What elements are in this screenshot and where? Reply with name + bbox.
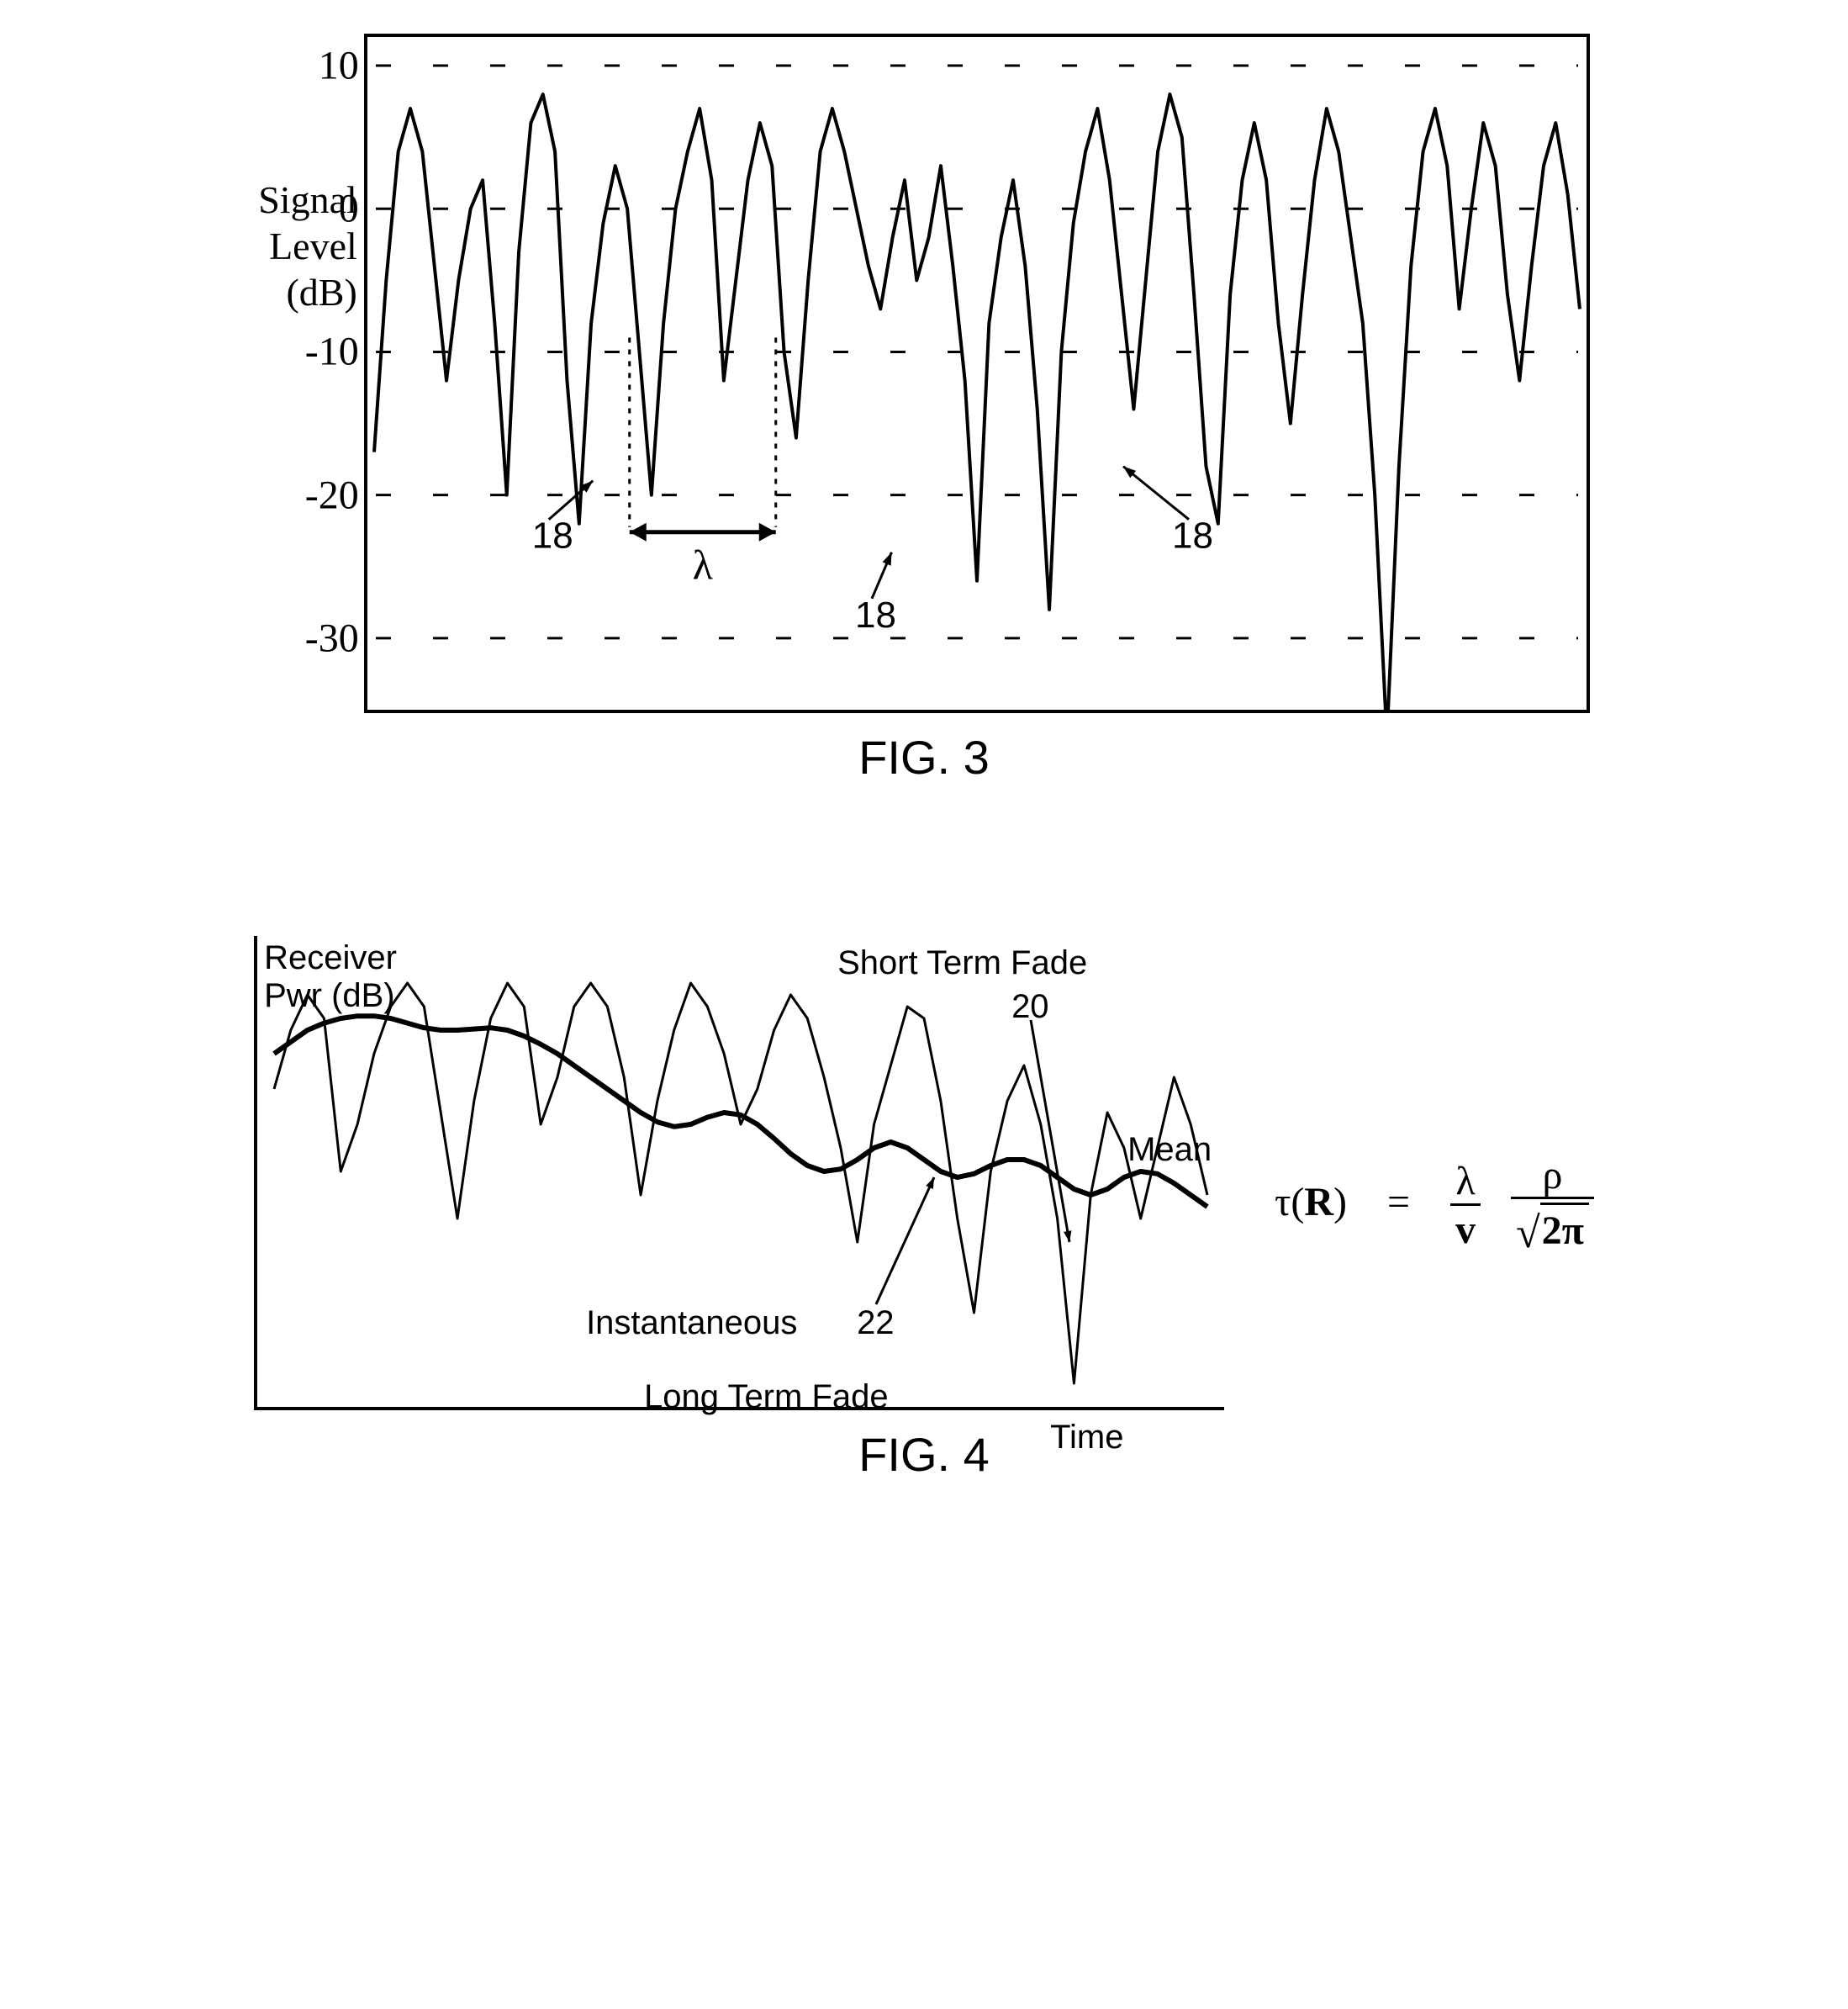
eq-den: v (1450, 1206, 1481, 1251)
fig3-callout-line (1123, 467, 1189, 520)
sqrt-symbol: √ (1516, 1209, 1540, 1257)
eq-num: ρ (1511, 1155, 1594, 1199)
fig4-row: ReceiverPwr (dB)Short Term Fade20MeanIns… (34, 936, 1814, 1410)
fig3-ytick-label: -10 (292, 329, 359, 375)
fig4-plot-area: ReceiverPwr (dB)Short Term Fade20MeanIns… (254, 936, 1224, 1410)
sqrt-radicand: 2π (1540, 1203, 1589, 1252)
eq-den: √2π (1511, 1199, 1594, 1257)
eq-lhs: τ(R) (1275, 1180, 1357, 1224)
eq-frac-rho-sqrt: ρ √2π (1511, 1155, 1594, 1257)
fig3-signal-line (374, 94, 1580, 710)
fig3-row: Signal Level (dB) 100-10-20-30λ181818 (34, 34, 1814, 713)
eq-frac-lambda-v: λ v (1450, 1160, 1481, 1251)
fig3-ytick-label: -20 (292, 472, 359, 518)
figure-4: ReceiverPwr (dB)Short Term Fade20MeanIns… (34, 936, 1814, 1482)
y-title-line: (dB) (258, 269, 357, 315)
fig4-callout-svg (257, 936, 1224, 1407)
figure-3: Signal Level (dB) 100-10-20-30λ181818 FI… (34, 34, 1814, 785)
fig3-lambda-arrowhead (630, 523, 647, 542)
fig4-left-block: ReceiverPwr (dB)Short Term Fade20MeanIns… (254, 936, 1224, 1410)
fig4-leader-22-arrowhead (926, 1177, 934, 1189)
fig3-ytick-label: -30 (292, 615, 359, 661)
fig3-ytick-label: 0 (292, 186, 359, 232)
eq-equals: = (1387, 1180, 1410, 1224)
fig3-callout-label: 18 (855, 595, 896, 636)
fig3-plot-area: 100-10-20-30λ181818 (364, 34, 1590, 713)
fig3-callout-arrowhead (882, 552, 891, 566)
fig3-caption: FIG. 3 (34, 730, 1814, 785)
fig4-x-axis-label: Time (1050, 1419, 1123, 1457)
fig4-leader-22 (876, 1177, 934, 1304)
eq-num: λ (1450, 1160, 1481, 1205)
fig3-callout-label: 18 (1172, 515, 1213, 557)
fig3-lambda-arrowhead (759, 523, 776, 542)
fig4-caption: FIG. 4 (34, 1427, 1814, 1482)
fig4-equation: τ(R) = λ v ρ √2π (1275, 936, 1594, 1257)
fig3-lambda-label: λ (692, 542, 712, 589)
fig4-leader-20 (1031, 1020, 1069, 1242)
fig3-svg: λ 18 18 18 (367, 37, 1587, 710)
fig3-callout-label: 18 (532, 515, 573, 557)
fig3-ytick-label: 10 (292, 43, 359, 89)
